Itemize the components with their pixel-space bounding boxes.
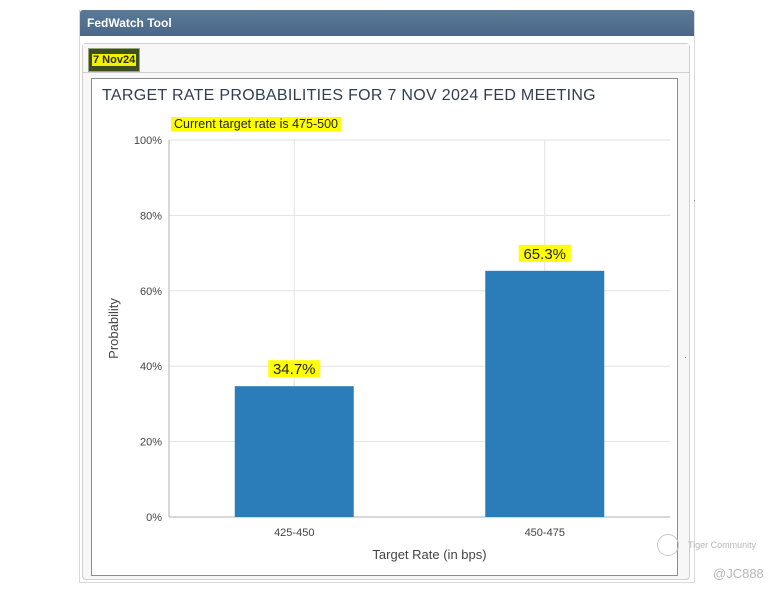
x-tick-label: 425-450 xyxy=(274,527,314,539)
y-tick-label: 100% xyxy=(134,135,162,147)
bar xyxy=(485,270,605,517)
data-label: 34.7% xyxy=(273,361,316,378)
watermark-user-text: @JC888 xyxy=(713,566,764,581)
data-label: 65.3% xyxy=(523,246,566,263)
chart-container: TARGET RATE PROBABILITIES FOR 7 NOV 2024… xyxy=(91,78,678,576)
bar-chart-plot: 0% 20% 40% 60% 80% 100% 34.7% 425-450 65.3% 450-4… xyxy=(106,135,670,562)
chart-title: TARGET RATE PROBABILITIES FOR 7 NOV 2024… xyxy=(102,87,596,104)
tool-header-title: FedWatch Tool xyxy=(80,10,694,36)
tiger-community-logo-icon xyxy=(657,534,679,556)
watermark-community-text: Tiger Community xyxy=(688,540,757,550)
tab-7-nov24[interactable]: 7 Nov24 xyxy=(88,48,141,72)
chart-subtitle: Current target rate is 475-500 xyxy=(171,117,341,131)
bar xyxy=(234,386,354,517)
x-tick-label: 450-475 xyxy=(525,527,565,539)
fedwatch-tool-panel: FedWatch Tool 7 Nov24 TARGET RATE PROBAB… xyxy=(79,10,695,583)
x-axis-title: Target Rate (in bps) xyxy=(372,547,486,562)
tabs-frame: 7 Nov24 TARGET RATE PROBABILITIES FOR 7 … xyxy=(82,43,690,580)
tab-label: 7 Nov24 xyxy=(92,54,137,66)
data-label-highlight xyxy=(518,244,571,262)
edge-mark xyxy=(685,357,686,358)
tab-strip: 7 Nov24 xyxy=(83,44,689,73)
data-label-highlight xyxy=(268,360,321,378)
y-axis-title: Probability xyxy=(106,298,121,359)
y-tick-label: 20% xyxy=(140,437,162,449)
y-tick-label: 40% xyxy=(140,361,162,373)
y-tick-label: 60% xyxy=(140,286,162,298)
y-tick-label: 80% xyxy=(140,210,162,222)
y-tick-label: 0% xyxy=(146,512,162,524)
edge-mark xyxy=(694,200,695,201)
